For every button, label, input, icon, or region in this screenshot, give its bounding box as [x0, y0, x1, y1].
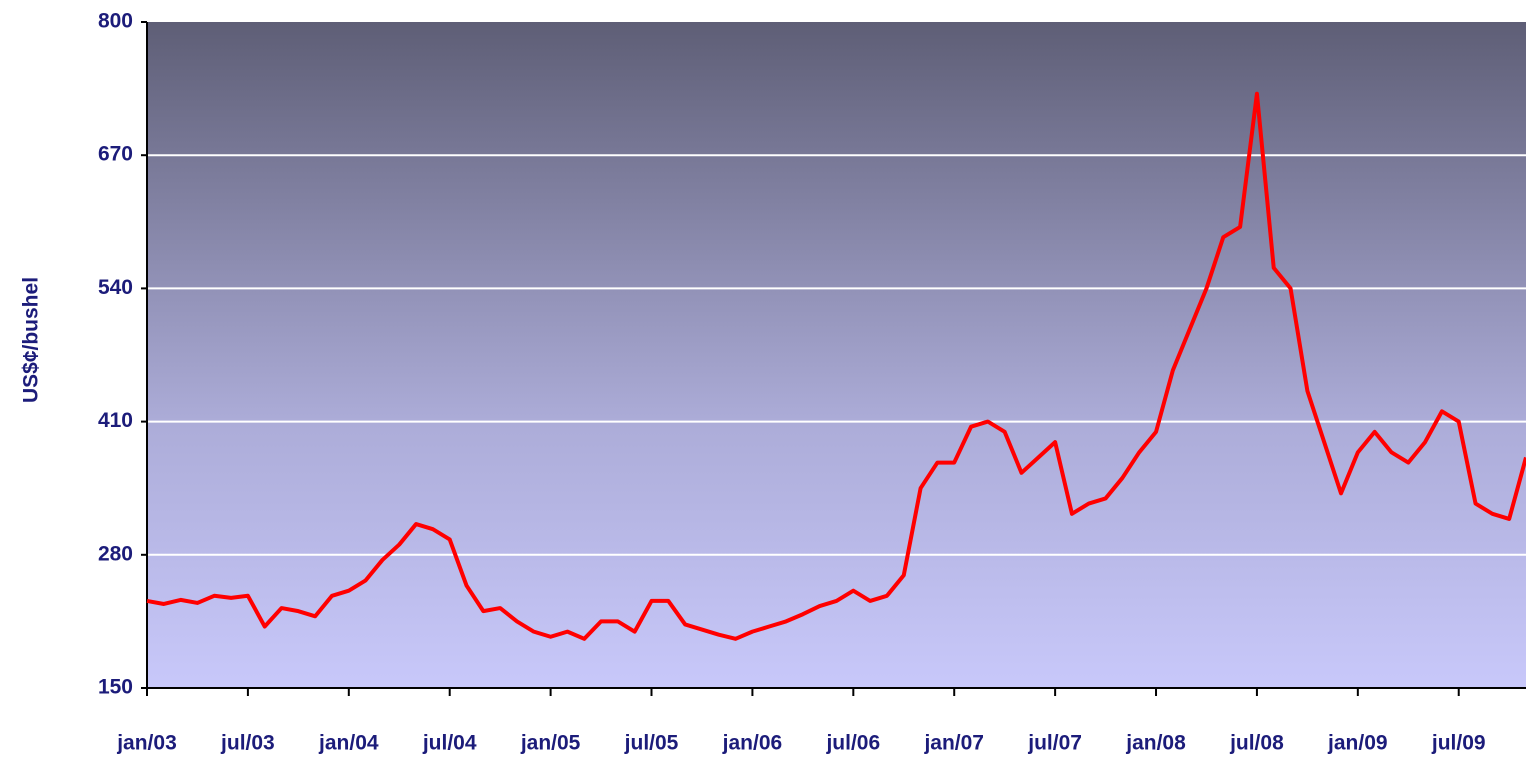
x-tick-label: jan/07	[923, 732, 984, 755]
x-tick-label: jan/06	[722, 732, 783, 755]
x-tick-label: jan/05	[520, 732, 581, 755]
x-tick-label: jan/08	[1125, 732, 1186, 755]
y-tick-label: 410	[98, 409, 133, 432]
x-tick-label: jul/06	[825, 732, 880, 755]
x-tick-label: jul/03	[220, 732, 275, 755]
y-axis-label: US$¢/bushel	[20, 277, 43, 403]
x-tick-label: jul/09	[1431, 732, 1486, 755]
y-tick-label: 800	[98, 10, 133, 33]
x-tick-label: jul/08	[1229, 732, 1284, 755]
plot-area	[147, 22, 1526, 688]
price-line	[146, 91, 1526, 641]
y-tick-label: 150	[98, 676, 133, 699]
y-tick-label: 280	[98, 542, 133, 565]
x-tick-label: jul/04	[422, 732, 477, 755]
x-tick-label: jul/07	[1027, 732, 1082, 755]
x-tick-label: jan/09	[1327, 732, 1388, 755]
y-tick-label: 670	[98, 143, 133, 166]
x-tick-label: jul/05	[624, 732, 679, 755]
y-tick-label: 540	[98, 276, 133, 299]
x-tick-label: jan/04	[318, 732, 379, 755]
x-tick-label: jan/03	[116, 732, 177, 755]
